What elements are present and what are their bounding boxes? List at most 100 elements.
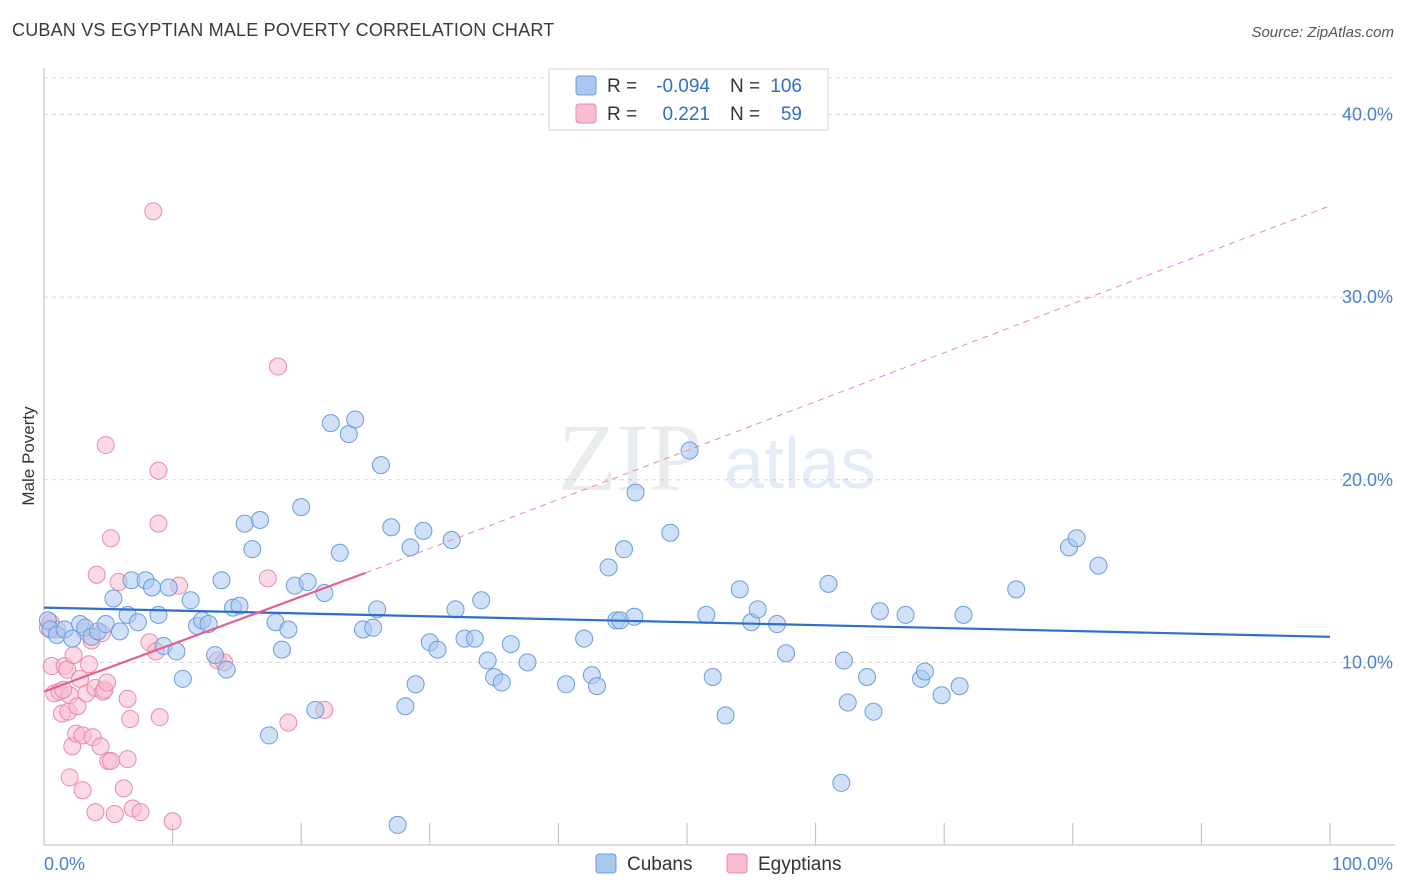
cubans-point — [661, 523, 680, 542]
egyptians-point — [96, 436, 115, 455]
egyptians-point — [60, 768, 79, 787]
cubans-point — [371, 456, 390, 475]
cubans-point — [870, 602, 889, 621]
cubans-point — [217, 660, 236, 679]
egyptians-point — [269, 357, 288, 376]
cubans-point — [346, 410, 365, 429]
cubans-point — [230, 596, 249, 615]
legend-r-label: R = — [607, 104, 637, 125]
cubans-point — [110, 622, 129, 641]
cubans-point — [251, 510, 270, 529]
cubans-point — [260, 726, 279, 745]
cubans-point — [243, 540, 262, 559]
cubans-point — [478, 651, 497, 670]
egyptians-point — [118, 689, 137, 708]
egyptians-point — [98, 673, 117, 692]
egyptians-point — [114, 779, 133, 798]
cubans-point — [388, 815, 407, 834]
legend-r-label: R = — [607, 76, 637, 97]
egyptians-point — [87, 565, 106, 584]
cubans-point — [382, 518, 401, 537]
legend-swatch-cubans — [575, 75, 597, 96]
watermark-atlas: atlas — [724, 424, 876, 504]
legend-swatch-egyptians — [575, 103, 597, 124]
cubans-point — [492, 673, 511, 692]
cubans-point — [396, 697, 415, 716]
cubans-point — [950, 677, 969, 696]
egyptians-point — [73, 781, 92, 800]
cubans-point — [63, 629, 82, 648]
legend-bottom: Cubans Egyptians — [595, 853, 841, 875]
cubans-point — [832, 773, 851, 792]
y-tick-label: 40.0% — [1342, 105, 1393, 125]
egyptians-point — [101, 751, 120, 770]
trend-lines — [43, 205, 1331, 693]
egyptians-point — [101, 529, 120, 548]
cubans-point — [472, 591, 491, 610]
egyptians-point — [149, 461, 168, 480]
legend-top: R = -0.094 N = 106 R = 0.221 N = 59 — [548, 68, 829, 131]
legend-n-value: 106 — [770, 76, 802, 97]
egyptians-point — [163, 812, 182, 831]
egyptians-point — [86, 803, 105, 822]
cubans-point — [697, 605, 716, 624]
cubans-point — [128, 613, 147, 632]
egyptians-point — [80, 655, 99, 674]
cubans-point — [625, 607, 644, 626]
y-tick-label: 20.0% — [1342, 470, 1393, 490]
cubans-trend-line — [43, 606, 1331, 638]
cubans-point — [235, 514, 254, 533]
legend-n-label: N = — [730, 76, 760, 97]
cubans-point — [428, 640, 447, 659]
cubans-point — [614, 540, 633, 559]
y-tick-label: 30.0% — [1342, 287, 1393, 307]
cubans-point — [834, 651, 853, 670]
cubans-point — [298, 573, 317, 592]
cubans-point — [212, 571, 231, 590]
cubans-point — [96, 615, 115, 634]
cubans-point — [104, 589, 123, 608]
egyptians-point — [91, 737, 110, 756]
cubans-point — [279, 620, 298, 639]
egyptians-point — [144, 202, 163, 221]
legend-bottom-swatch-cubans — [595, 853, 617, 874]
cubans-point — [173, 669, 192, 688]
cubans-point — [149, 605, 168, 624]
y-axis-label: Male Poverty — [19, 406, 38, 506]
cubans-point — [414, 521, 433, 540]
cubans-point — [626, 483, 645, 502]
x-tick-label: 100.0% — [1332, 854, 1393, 874]
cubans-point — [330, 543, 349, 562]
cubans-point — [501, 635, 520, 654]
egyptians-point — [105, 804, 124, 823]
cubans-point — [446, 600, 465, 619]
legend-bottom-egyptians: Egyptians — [758, 854, 841, 875]
cubans-point — [368, 600, 387, 619]
cubans-point — [599, 558, 618, 577]
cubans-point — [748, 600, 767, 619]
cubans-point — [292, 498, 311, 517]
cubans-points — [38, 410, 1108, 834]
egyptians-point — [279, 713, 298, 732]
cubans-point — [181, 591, 200, 610]
cubans-point — [465, 629, 484, 648]
cubans-point — [406, 675, 425, 694]
legend-r-value: 0.221 — [662, 104, 710, 125]
cubans-point — [1089, 556, 1108, 575]
cubans-point — [1067, 529, 1086, 548]
egyptians-point — [118, 750, 137, 769]
cubans-point — [716, 706, 735, 725]
legend-n-label: N = — [730, 104, 760, 125]
cubans-point — [896, 605, 915, 624]
legend-bottom-cubans: Cubans — [627, 854, 693, 875]
cubans-point — [680, 441, 699, 460]
cubans-point — [703, 667, 722, 686]
cubans-point — [730, 580, 749, 599]
egyptians-point — [64, 646, 83, 665]
egyptians-trend-line — [43, 571, 366, 693]
cubans-point — [321, 414, 340, 433]
egyptians-point — [131, 803, 150, 822]
cubans-point — [954, 605, 973, 624]
cubans-point — [777, 644, 796, 663]
